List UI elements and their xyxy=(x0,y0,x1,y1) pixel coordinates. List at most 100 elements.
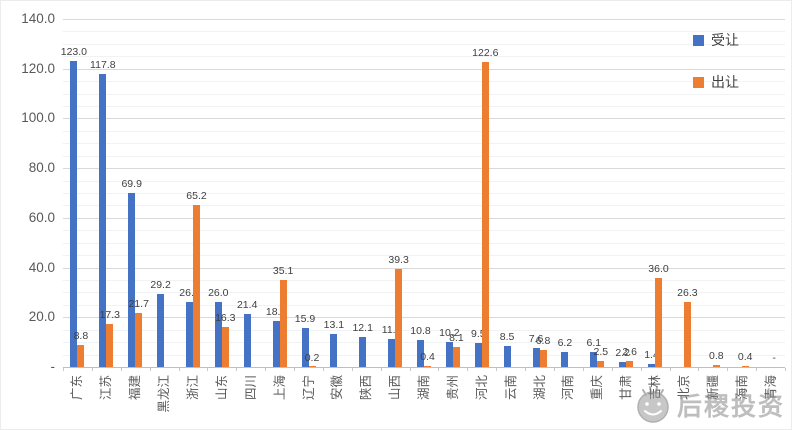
minor-gridline xyxy=(63,292,785,294)
bar-出让-河北 xyxy=(481,62,489,367)
legend-swatch-orange-icon xyxy=(693,76,704,88)
axis-tick xyxy=(380,368,382,371)
y-axis-label: - xyxy=(50,359,56,374)
bar-出让-上海 xyxy=(279,279,287,367)
minor-gridline xyxy=(63,230,785,232)
x-axis-label-福建: 福建 xyxy=(128,375,143,401)
bar-出让-广东 xyxy=(77,345,85,367)
y-axis-label: 40.0 xyxy=(28,259,55,275)
x-axis-label-安徽: 安徽 xyxy=(330,375,345,401)
x-axis-label-山西: 山西 xyxy=(388,375,403,401)
data-label: 6.8 xyxy=(535,335,551,348)
bar-出让-辽宁 xyxy=(308,366,316,367)
y-axis-label: 60.0 xyxy=(28,209,55,225)
data-label: 0.4 xyxy=(420,351,435,363)
legend-label: 受让 xyxy=(711,32,739,48)
axis-tick xyxy=(467,368,469,371)
bar-出让-江苏 xyxy=(106,324,114,367)
major-gridline xyxy=(63,118,785,120)
data-label: 13.1 xyxy=(323,319,345,332)
bar-出让-福建 xyxy=(135,313,143,367)
minor-gridline xyxy=(63,280,785,281)
chart-legend: 受让 出让 xyxy=(693,31,739,115)
x-axis-label-山东: 山东 xyxy=(214,375,229,401)
x-axis-label-海南: 海南 xyxy=(734,375,749,401)
bar-出让-贵州 xyxy=(452,346,460,367)
data-label: 123.0 xyxy=(60,46,88,59)
axis-tick xyxy=(149,368,151,371)
data-label: 0.8 xyxy=(708,350,724,362)
major-gridline xyxy=(63,267,785,269)
data-label: 10.8 xyxy=(410,325,431,338)
x-axis-label-陕西: 陕西 xyxy=(359,375,374,401)
axis-tick xyxy=(207,368,209,371)
axis-tick xyxy=(236,368,238,371)
data-label: 69.9 xyxy=(121,178,142,191)
axis-tick xyxy=(438,368,440,371)
axis-tick xyxy=(785,368,786,371)
bar-出让-海南 xyxy=(741,366,749,367)
minor-gridline xyxy=(63,43,785,45)
minor-gridline xyxy=(63,329,785,331)
data-label: 6.1 xyxy=(586,336,602,349)
x-axis-label-重庆: 重庆 xyxy=(590,375,605,401)
bar-受让-河北 xyxy=(474,343,482,367)
y-axis-label: 120.0 xyxy=(21,60,55,76)
data-label: 0.4 xyxy=(737,351,753,363)
legend-swatch-blue-icon xyxy=(693,34,704,46)
axis-tick xyxy=(611,368,613,371)
data-label: 21.7 xyxy=(128,298,149,311)
bar-受让-湖北 xyxy=(532,348,540,367)
legend-item-churang: 出让 xyxy=(693,73,739,91)
data-label: 8.1 xyxy=(449,331,464,344)
bar-出让-吉林 xyxy=(655,277,662,367)
data-label: 6.2 xyxy=(557,336,573,349)
axis-tick xyxy=(727,368,729,371)
bar-出让-北京 xyxy=(683,301,691,367)
bar-受让-吉林 xyxy=(648,363,655,367)
legend-item-shourang: 受让 xyxy=(693,31,739,49)
minor-gridline xyxy=(63,93,785,95)
data-label: 122.6 xyxy=(472,47,499,60)
x-axis-label-河北: 河北 xyxy=(474,375,489,401)
data-label: 15.9 xyxy=(294,312,316,325)
x-axis-line xyxy=(63,367,785,368)
data-label: 21.4 xyxy=(236,298,258,311)
axis-tick xyxy=(294,368,295,371)
legend-label: 出让 xyxy=(711,74,739,90)
data-label: 10.2 xyxy=(439,326,460,339)
minor-gridline xyxy=(63,130,785,132)
major-gridline xyxy=(63,19,785,20)
x-axis-label-辽宁: 辽宁 xyxy=(301,375,316,401)
x-axis-label-吉林: 吉林 xyxy=(648,375,662,401)
data-label: 35.1 xyxy=(272,264,294,277)
x-axis-label-上海: 上海 xyxy=(272,375,287,401)
major-gridline xyxy=(63,317,785,319)
minor-gridline xyxy=(63,354,785,356)
axis-tick xyxy=(525,368,527,371)
axis-tick xyxy=(640,368,642,371)
minor-gridline xyxy=(63,155,785,157)
minor-gridline xyxy=(63,193,785,194)
data-label: - xyxy=(772,352,776,364)
bar-受让-上海 xyxy=(272,320,280,367)
bar-受让-山东 xyxy=(214,302,222,367)
data-label: 7.6 xyxy=(528,333,544,346)
y-axis-label: 140.0 xyxy=(21,11,55,26)
minor-gridline xyxy=(63,106,785,107)
bar-受让-江苏 xyxy=(99,74,107,367)
bar-受让-河南 xyxy=(561,351,569,367)
data-label: 8.5 xyxy=(499,330,515,343)
bar-受让-湖南 xyxy=(417,340,424,367)
data-label: 26.0 xyxy=(208,287,229,300)
x-axis-label-甘肃: 甘肃 xyxy=(619,375,634,401)
axis-tick xyxy=(265,368,267,371)
axis-tick xyxy=(178,368,180,371)
bar-出让-重庆 xyxy=(597,360,605,367)
data-label: 117.8 xyxy=(90,59,116,72)
minor-gridline xyxy=(63,180,785,182)
data-label: 2.6 xyxy=(622,345,637,358)
minor-gridline xyxy=(63,31,785,33)
bar-受让-甘肃 xyxy=(619,361,627,367)
